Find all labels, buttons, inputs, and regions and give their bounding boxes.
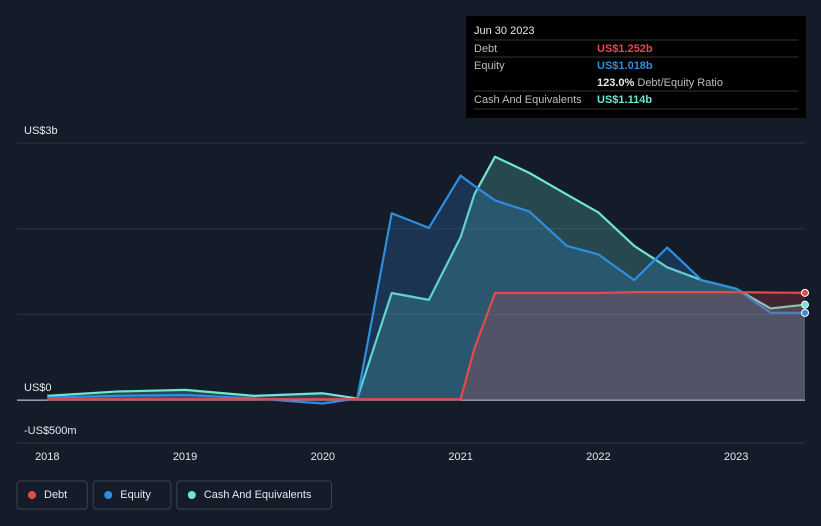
legend-label[interactable]: Equity: [120, 489, 151, 501]
legend-swatch[interactable]: [28, 491, 36, 499]
legend-swatch[interactable]: [187, 491, 196, 499]
line: [47, 155, 806, 400]
tooltip-value: US$1.114b: [597, 94, 652, 106]
legend-item[interactable]: Debt: [16, 480, 88, 510]
legend-box[interactable]: [176, 480, 332, 510]
x-tick-label: 2021: [448, 451, 472, 463]
legend-item[interactable]: Equity: [92, 480, 172, 510]
tooltip-label: Equity: [474, 60, 505, 72]
legend-box[interactable]: [92, 480, 172, 510]
end-marker: [801, 300, 809, 309]
legend-item[interactable]: Cash And Equivalents: [176, 480, 332, 510]
line: [47, 291, 806, 401]
y-tick-label: -US$500m: [24, 425, 77, 437]
ratio-label: Debt/Equity Ratio: [637, 77, 723, 89]
tooltip-ratio: 123.0% Debt/Equity Ratio: [597, 77, 723, 89]
y-tick-label: US$0: [24, 382, 52, 394]
tooltip-value: US$1.018b: [597, 60, 653, 72]
tooltip: Jun 30 2023 Debt US$1.252b Equity US$1.0…: [466, 16, 806, 118]
legend-swatch[interactable]: [104, 491, 113, 499]
legend-label[interactable]: Cash And Equivalents: [204, 489, 312, 501]
x-tick-label: 2023: [724, 451, 748, 463]
x-tick-label: 2019: [173, 451, 197, 463]
tooltip-value: US$1.252b: [597, 43, 653, 55]
area: [47, 292, 806, 401]
tooltip-label: Cash And Equivalents: [474, 94, 582, 106]
legend: Debt Equity Cash And Equivalents: [16, 480, 332, 510]
legend-box[interactable]: [16, 480, 88, 510]
end-marker: [801, 288, 809, 297]
tooltip-label: Debt: [474, 43, 497, 55]
ratio-value: 123.0%: [597, 77, 635, 89]
plot: -US$500m US$0 US$3b 2018 2019 2020 2021 2022 202…: [17, 125, 809, 463]
x-tick-label: 2020: [311, 451, 335, 463]
x-tick-label: 2022: [586, 451, 610, 463]
legend-label[interactable]: Debt: [44, 489, 67, 501]
area: [47, 175, 806, 404]
x-tick-label: 2018: [35, 451, 59, 463]
area: [47, 156, 806, 401]
end-marker: [801, 308, 809, 317]
y-tick-label: US$3b: [24, 125, 58, 137]
tooltip-title: Jun 30 2023: [474, 25, 535, 37]
tooltip-box: [466, 16, 806, 118]
